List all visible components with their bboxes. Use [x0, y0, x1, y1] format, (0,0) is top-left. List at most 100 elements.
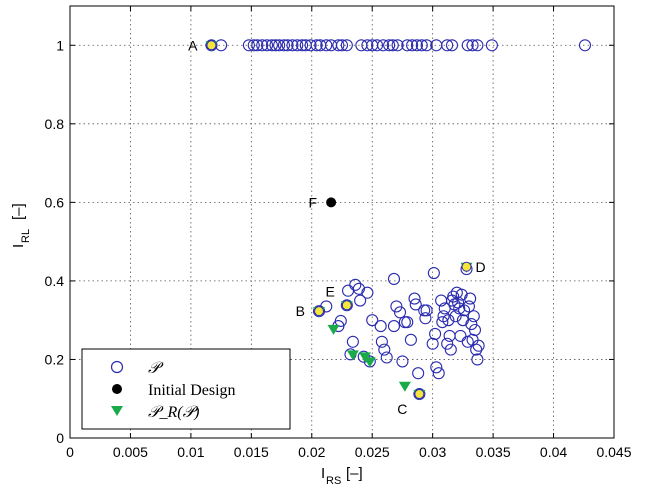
pareto-point: [320, 39, 333, 52]
y-axis-label-main: I: [10, 244, 27, 248]
pareto-point: [461, 39, 474, 52]
pareto-point: [386, 39, 399, 52]
pareto-point: [334, 314, 347, 328]
pareto-point: [415, 39, 428, 52]
highlighted-point: [341, 300, 352, 311]
pareto-point: [247, 39, 260, 52]
x-tick-label: 0.025: [355, 444, 390, 460]
x-tick-label: 0.045: [596, 444, 631, 460]
pareto-point: [291, 39, 304, 52]
pareto-point: [444, 343, 457, 356]
pareto-point: [410, 39, 424, 52]
y-tick-label: 1: [56, 37, 64, 53]
pareto-point: [427, 267, 440, 280]
pareto-point: [452, 296, 465, 309]
pareto-point: [260, 39, 274, 52]
pareto-point: [335, 39, 349, 52]
reduced-point: [346, 350, 359, 361]
x-tick-label: 0.03: [419, 444, 446, 460]
y-tick-label: 0.4: [45, 273, 65, 289]
y-tick-label: 0.2: [45, 351, 65, 367]
legend-marker-initial: [112, 384, 122, 394]
pareto-point: [404, 333, 417, 346]
pareto-point: [304, 39, 317, 52]
x-tick-label: 0: [66, 444, 74, 460]
pareto-point: [393, 306, 407, 319]
pareto-point: [467, 310, 480, 323]
highlighted-point: [314, 306, 325, 317]
pareto-point: [387, 272, 401, 285]
pareto-point: [449, 310, 462, 323]
legend-marker-reduced: [111, 406, 123, 416]
pareto-point: [420, 39, 433, 52]
pareto-point: [465, 318, 478, 331]
pareto-point: [357, 350, 370, 363]
initial-design-point: [326, 197, 337, 208]
pareto-point: [445, 39, 459, 52]
pareto-point: [378, 343, 391, 356]
pareto-point: [406, 39, 419, 52]
pareto-point: [441, 39, 454, 52]
pareto-point: [361, 286, 374, 299]
x-tick-label: 0.005: [113, 444, 148, 460]
pareto-point: [472, 339, 485, 352]
pareto-point: [310, 39, 323, 52]
reduced-point: [358, 352, 371, 363]
pareto-point: [352, 282, 365, 295]
highlighted-point: [461, 261, 472, 272]
legend-marker-pareto: [110, 360, 124, 374]
pareto-point: [412, 367, 425, 380]
pareto-point: [251, 39, 264, 52]
pareto-point: [265, 39, 278, 52]
pareto-point: [320, 300, 333, 313]
pareto-point: [462, 300, 475, 313]
pareto-point: [464, 292, 477, 305]
highlighted-point: [206, 40, 217, 51]
data-points: [205, 39, 592, 401]
pareto-point: [387, 320, 401, 333]
legend-label-initial: Initial Design: [148, 382, 236, 399]
pareto-point: [332, 39, 345, 52]
pareto-point: [380, 351, 393, 364]
reduced-point: [327, 324, 340, 335]
pareto-point: [273, 39, 286, 52]
pareto-point: [455, 288, 468, 301]
pareto-point: [401, 316, 414, 329]
pareto-point: [430, 361, 443, 374]
pareto-point: [442, 314, 455, 327]
pareto-point: [377, 39, 390, 52]
pareto-point: [429, 327, 442, 340]
pareto-point: [256, 39, 269, 52]
x-axis-label-unit: [–]: [346, 465, 363, 482]
pareto-point: [269, 39, 282, 52]
y-axis-label-sub: RL: [20, 229, 32, 243]
pareto-point: [441, 337, 454, 350]
pareto-point: [375, 335, 388, 348]
pareto-point: [419, 312, 432, 325]
legend: 𝒫 Initial Design 𝒫_R(𝒫): [81, 348, 291, 430]
annotation-b: B: [296, 303, 305, 319]
x-axis-label-main: I: [321, 465, 325, 482]
pareto-point: [296, 39, 309, 52]
pareto-point: [426, 337, 439, 350]
pareto-point: [485, 39, 498, 52]
pareto-point: [374, 320, 387, 333]
pareto-point: [391, 39, 404, 52]
axis-ticks: 0 0.005 0.01 0.015 0.02 0.025 0.03 0.035 0.04 0.0…: [45, 6, 632, 460]
pareto-point: [242, 39, 255, 52]
pareto-point: [361, 39, 374, 52]
pareto-point: [346, 335, 359, 348]
annotation-e: E: [325, 283, 334, 299]
pareto-point: [466, 39, 479, 52]
x-axis-label: I RS [–]: [321, 465, 363, 487]
plot-frame: [69, 5, 615, 439]
reduced-point: [398, 381, 411, 392]
pareto-point: [432, 367, 445, 380]
highlighted-point: [414, 389, 425, 400]
pareto-point: [456, 314, 469, 327]
pareto-point: [281, 39, 294, 52]
pareto-point: [454, 329, 467, 342]
annotation-d: D: [476, 259, 486, 275]
x-tick-label: 0.035: [476, 444, 511, 460]
